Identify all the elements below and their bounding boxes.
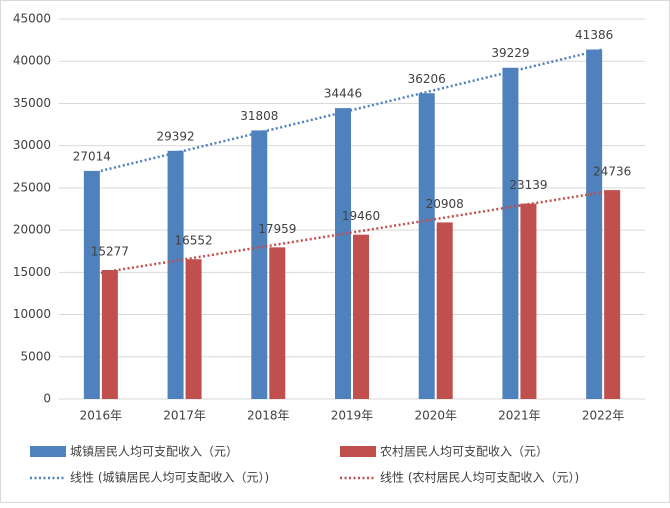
bar — [251, 130, 268, 399]
x-tick-label: 2019年 — [331, 409, 374, 423]
y-tick-label: 20000 — [13, 223, 51, 237]
y-tick-label: 25000 — [13, 180, 51, 194]
data-label: 16552 — [174, 234, 212, 248]
x-tick-label: 2018年 — [247, 409, 290, 423]
bar — [586, 49, 603, 400]
legend-label: 线性 (城镇居民人均可支配收入（元）) — [70, 471, 269, 485]
x-tick-label: 2022年 — [582, 409, 625, 423]
legend-swatch — [340, 446, 376, 457]
data-label: 27014 — [73, 149, 111, 163]
data-label: 20908 — [426, 197, 464, 211]
data-label: 17959 — [258, 222, 296, 236]
y-tick-label: 40000 — [13, 54, 51, 68]
x-tick-label: 2016年 — [80, 409, 123, 423]
bar — [335, 108, 351, 399]
legend-swatch — [30, 446, 66, 457]
data-label: 41386 — [575, 28, 613, 42]
trendline — [100, 48, 604, 173]
bar — [167, 150, 184, 399]
y-tick-label: 30000 — [13, 138, 51, 152]
data-label: 19460 — [342, 209, 380, 223]
x-tick-label: 2021年 — [498, 409, 541, 423]
bar — [353, 234, 369, 399]
y-tick-label: 5000 — [20, 349, 51, 363]
legend-label: 线性 (农村居民人均可支配收入（元）) — [380, 471, 579, 485]
y-tick-label: 35000 — [13, 96, 51, 110]
legend-label: 农村居民人均可支配收入（元） — [380, 445, 548, 459]
bar — [185, 259, 202, 399]
data-label: 34446 — [324, 87, 362, 101]
x-tick-label: 2020年 — [414, 409, 457, 423]
data-label: 15277 — [91, 244, 129, 258]
legend-label: 城镇居民人均可支配收入（元） — [70, 445, 238, 459]
y-tick-label: 10000 — [13, 307, 51, 321]
y-tick-label: 15000 — [13, 265, 51, 279]
bar — [520, 203, 537, 399]
bar — [436, 222, 453, 399]
bar — [83, 170, 100, 399]
bar — [269, 247, 286, 399]
data-label: 24736 — [593, 165, 631, 179]
bar — [502, 67, 519, 400]
trendline — [100, 190, 604, 274]
bar — [418, 93, 435, 400]
data-label: 36206 — [408, 72, 446, 86]
data-label: 23139 — [509, 178, 547, 192]
bar — [101, 269, 118, 399]
y-tick-label: 45000 — [13, 12, 51, 26]
y-tick-label: 0 — [43, 392, 51, 406]
data-label: 31808 — [240, 109, 278, 123]
bar — [604, 190, 621, 399]
data-label: 29392 — [156, 129, 194, 143]
data-label: 39229 — [491, 46, 529, 60]
x-tick-label: 2017年 — [163, 409, 206, 423]
